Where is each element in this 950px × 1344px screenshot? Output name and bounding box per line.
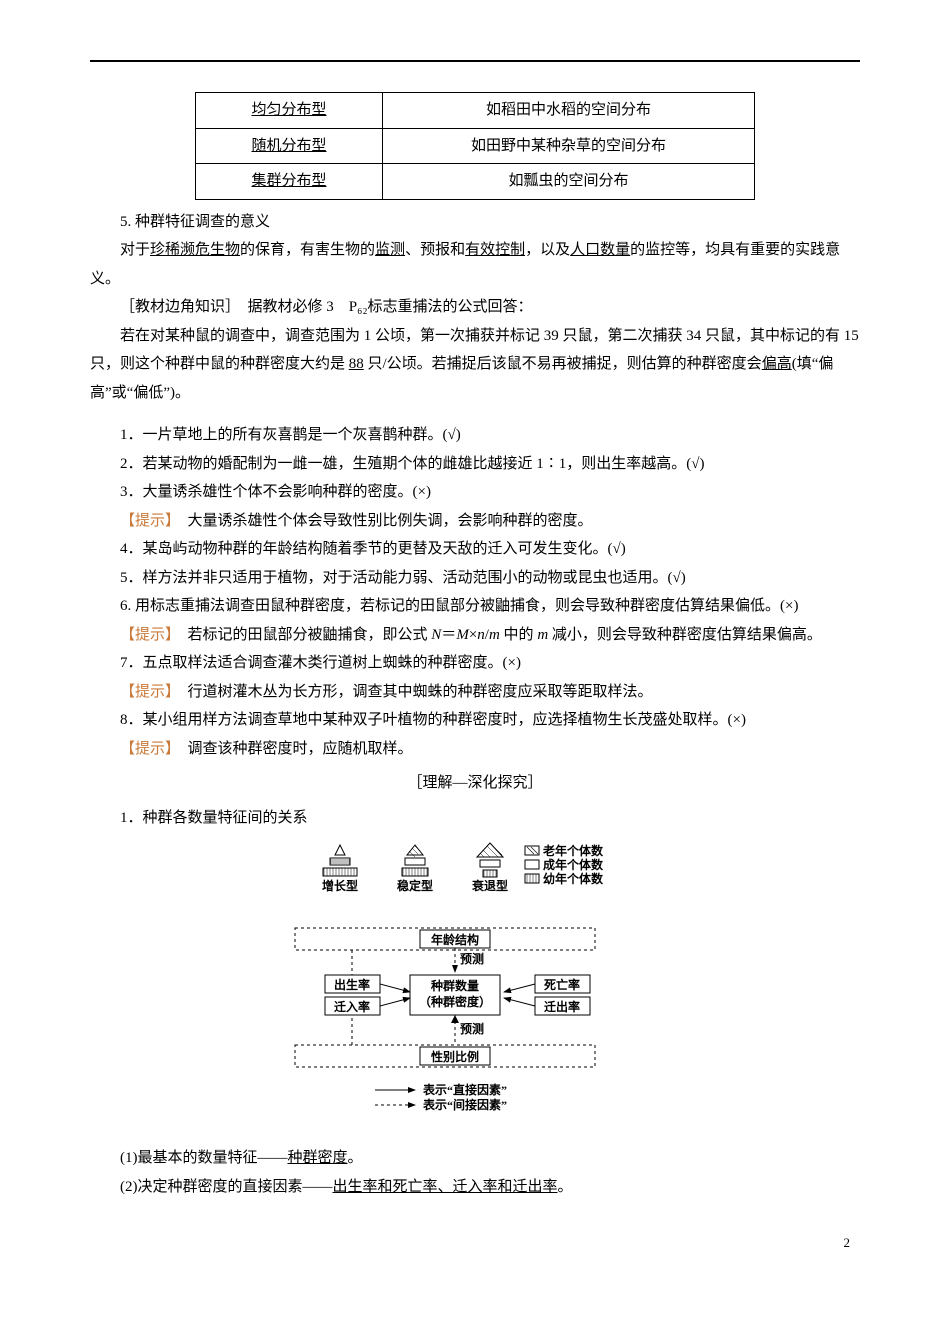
judgment-2: 2．若某动物的婚配制为一雌一雄，生殖期个体的雌雄比越接近 1∶1，则出生率越高。… (90, 450, 860, 479)
svg-text:老年个体数: 老年个体数 (543, 843, 604, 858)
cell: 集群分布型 (251, 173, 326, 189)
hint-8: 【提示】 调查该种群密度时，应随机取样。 (90, 735, 860, 764)
cell: 如田野中某种杂草的空间分布 (383, 128, 755, 164)
svg-text:种群数量: 种群数量 (430, 978, 479, 993)
hint-6: 【提示】 若标记的田鼠部分被鼬捕食，即公式 N＝M×n/m 中的 m 减小，则会… (90, 621, 860, 650)
corner-body: 若在对某种鼠的调查中，调查范围为 1 公顷，第一次捕获并标记 39 只鼠，第二次… (90, 322, 860, 408)
judgment-7: 7．五点取样法适合调查灌木类行道树上蜘蛛的种群密度。(×) (90, 649, 860, 678)
svg-text:表示“直接因素”: 表示“直接因素” (422, 1082, 507, 1097)
cell: 如瓢虫的空间分布 (383, 164, 755, 200)
cell: 随机分布型 (251, 138, 326, 154)
cell: 均匀分布型 (251, 102, 326, 118)
svg-text:预测: 预测 (460, 1021, 484, 1036)
conclusion-2: (2)决定种群密度的直接因素——出生率和死亡率、迁入率和迁出率。 (90, 1173, 860, 1202)
svg-text:幼年个体数: 幼年个体数 (543, 871, 604, 886)
svg-text:年龄结构: 年龄结构 (431, 932, 479, 947)
svg-text:衰退型: 衰退型 (471, 878, 508, 893)
relation-title: 1．种群各数量特征间的关系 (90, 804, 860, 833)
table-row: 集群分布型 如瓢虫的空间分布 (196, 164, 755, 200)
judgment-8: 8．某小组用样方法调查草地中某种双子叶植物的种群密度时，应选择植物生长茂盛处取样… (90, 706, 860, 735)
conclusion-1: (1)最基本的数量特征——种群密度。 (90, 1144, 860, 1173)
hint-7: 【提示】 行道树灌木丛为长方形，调查其中蜘蛛的种群密度应采取等距取样法。 (90, 678, 860, 707)
judgment-6: 6. 用标志重捕法调查田鼠种群密度，若标记的田鼠部分被鼬捕食，则会导致种群密度估… (90, 592, 860, 621)
corner-title: ［教材边角知识］ 据教材必修 3 P₆₂标志重捕法的公式回答： (90, 293, 860, 322)
svg-text:（种群密度）: （种群密度） (419, 994, 491, 1009)
judgment-3: 3．大量诱杀雄性个体不会影响种群的密度。(×) (90, 478, 860, 507)
svg-text:成年个体数: 成年个体数 (543, 857, 604, 872)
table-row: 随机分布型 如田野中某种杂草的空间分布 (196, 128, 755, 164)
svg-text:性别比例: 性别比例 (430, 1049, 479, 1064)
svg-text:迁出率: 迁出率 (544, 999, 580, 1014)
judgment-1: 1．一片草地上的所有灰喜鹊是一个灰喜鹊种群。(√) (90, 421, 860, 450)
svg-text:迁入率: 迁入率 (334, 999, 370, 1014)
top-rule (90, 60, 860, 62)
deepen-title: ［理解—深化探究］ (90, 769, 860, 798)
svg-text:预测: 预测 (460, 951, 484, 966)
section-title: 5. 种群特征调查的意义 (90, 208, 860, 237)
section-body: 对于珍稀濒危生物的保育，有害生物的监测、预报和有效控制，以及人口数量的监控等，均… (90, 236, 860, 293)
relation-diagram: 增长型 稳定型 衰退型 老年个体数 成年个体数 (255, 840, 695, 1140)
svg-text:表示“间接因素”: 表示“间接因素” (422, 1097, 507, 1112)
table-row: 均匀分布型 如稻田中水稻的空间分布 (196, 93, 755, 129)
judgment-4: 4．某岛屿动物种群的年龄结构随着季节的更替及天敌的迁入可发生变化。(√) (90, 535, 860, 564)
svg-text:增长型: 增长型 (322, 878, 358, 893)
hint-3: 【提示】 大量诱杀雄性个体会导致性别比例失调，会影响种群的密度。 (90, 507, 860, 536)
svg-text:出生率: 出生率 (334, 977, 370, 992)
svg-text:死亡率: 死亡率 (544, 977, 580, 992)
page-number: 2 (90, 1231, 860, 1256)
svg-text:稳定型: 稳定型 (397, 878, 433, 893)
distribution-table: 均匀分布型 如稻田中水稻的空间分布 随机分布型 如田野中某种杂草的空间分布 集群… (195, 92, 755, 200)
judgment-5: 5．样方法并非只适用于植物，对于活动能力弱、活动范围小的动物或昆虫也适用。(√) (90, 564, 860, 593)
cell: 如稻田中水稻的空间分布 (383, 93, 755, 129)
